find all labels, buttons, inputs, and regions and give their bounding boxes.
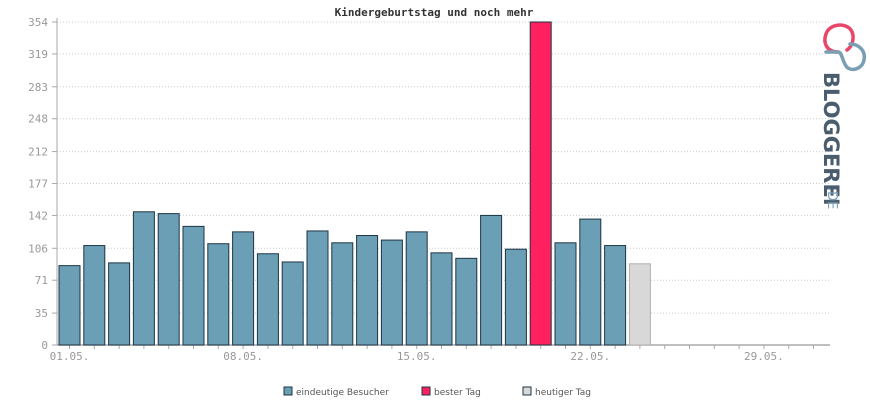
y-tick-label: 35 bbox=[35, 307, 48, 320]
bar bbox=[628, 263, 651, 346]
logo-tld: .DE bbox=[824, 187, 839, 209]
y-tick-label: 354 bbox=[28, 16, 48, 29]
bar bbox=[207, 243, 230, 346]
bar bbox=[529, 21, 552, 346]
bar bbox=[380, 239, 403, 346]
bar bbox=[108, 262, 131, 346]
chart-title: Kindergeburtstag und noch mehr bbox=[335, 6, 534, 19]
x-tick-label: 22.05. bbox=[570, 350, 610, 363]
y-tick-label: 177 bbox=[28, 178, 48, 191]
bar bbox=[256, 253, 279, 346]
bars bbox=[58, 21, 651, 346]
bar bbox=[405, 231, 428, 346]
bar bbox=[579, 218, 602, 346]
bar bbox=[182, 225, 205, 346]
legend-swatch bbox=[283, 386, 293, 396]
x-tick-label: 01.05. bbox=[50, 350, 90, 363]
bar bbox=[132, 211, 155, 346]
bar bbox=[604, 245, 627, 346]
y-tick-label: 248 bbox=[28, 113, 48, 126]
x-tick-label: 08.05. bbox=[223, 350, 263, 363]
x-tick-label: 29.05. bbox=[744, 350, 784, 363]
bar bbox=[504, 248, 527, 346]
x-axis: 01.05. 08.05. 15.05. 22.05. 29.05. bbox=[50, 344, 830, 363]
y-tick-label: 283 bbox=[28, 81, 48, 94]
bar bbox=[356, 235, 379, 346]
bar bbox=[306, 230, 329, 346]
bar bbox=[232, 231, 255, 346]
y-tick-label: 71 bbox=[35, 274, 48, 287]
bar bbox=[331, 242, 354, 346]
bar bbox=[430, 252, 453, 346]
legend: eindeutige Besucher bester Tag heutiger Ta… bbox=[283, 386, 591, 398]
bar bbox=[83, 245, 106, 346]
bar bbox=[281, 261, 304, 346]
bar bbox=[480, 214, 503, 346]
legend-swatch bbox=[522, 386, 532, 396]
legend-label: heutiger Tag bbox=[535, 388, 591, 398]
x-tick-label: 15.05. bbox=[397, 350, 437, 363]
legend-label: eindeutige Besucher bbox=[296, 388, 389, 398]
bloggerei-logo: BLOGGEREI .DE bbox=[819, 23, 867, 209]
y-tick-label: 319 bbox=[28, 48, 48, 61]
y-axis: 0 35 71 106 142 177 212 248 283 319 354 bbox=[28, 16, 58, 352]
bar bbox=[58, 265, 81, 346]
bar bbox=[157, 213, 180, 346]
bar bbox=[554, 242, 577, 346]
logo-wordmark: BLOGGEREI bbox=[819, 72, 843, 206]
y-tick-label: 0 bbox=[41, 339, 48, 352]
bar bbox=[455, 257, 478, 346]
y-tick-label: 142 bbox=[28, 209, 48, 222]
legend-label: bester Tag bbox=[434, 388, 481, 398]
y-tick-label: 212 bbox=[28, 146, 48, 159]
legend-swatch bbox=[421, 386, 431, 396]
logo-icon bbox=[823, 23, 867, 72]
y-tick-label: 106 bbox=[28, 242, 48, 255]
